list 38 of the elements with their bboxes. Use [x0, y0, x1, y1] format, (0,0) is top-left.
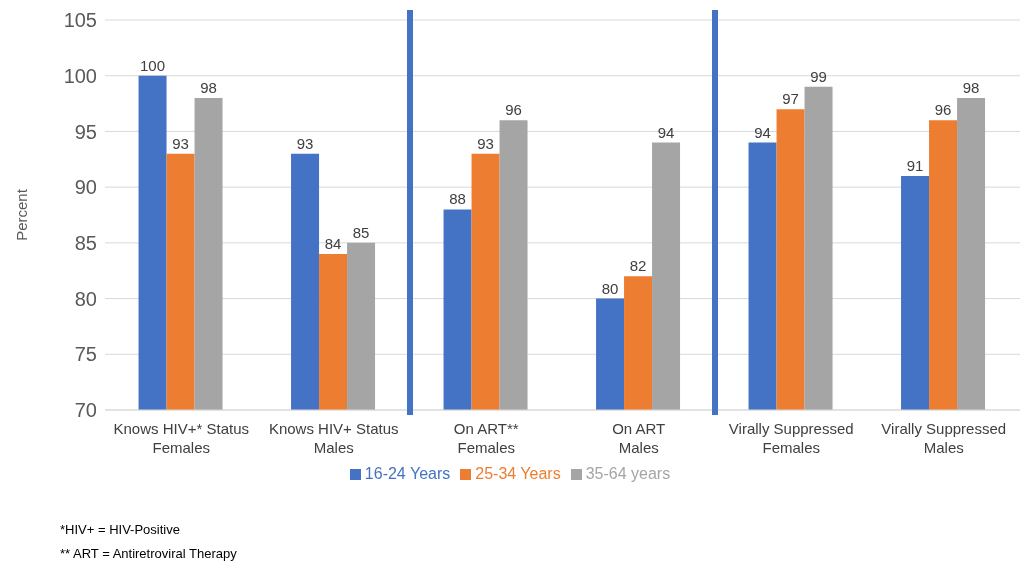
legend-label: 35-64 years: [585, 465, 671, 482]
text: *HIV+ = HIV-Positive: [60, 521, 181, 539]
y-tick-label: 90: [74, 176, 97, 199]
data-label: 97: [782, 90, 799, 108]
data-label: 91: [906, 157, 924, 174]
y-tick-label: 75: [74, 343, 97, 366]
data-label: 93: [296, 134, 314, 152]
text: ** ART = Antiretroviral Therapy: [60, 545, 237, 563]
data-label: 96: [934, 101, 952, 119]
x-tick-label: Virally Suppressed Females: [728, 420, 854, 456]
data-label: 93: [477, 134, 494, 152]
y-tick-label: 105: [63, 9, 97, 32]
y-tick-label: 80: [74, 287, 97, 310]
y-tick-label: 70: [74, 399, 97, 422]
x-tick-label: On ART Males: [612, 420, 666, 456]
data-label: 94: [657, 123, 675, 141]
data-label: 94: [754, 123, 771, 141]
x-tick-label: Knows HIV+ Status Males: [268, 420, 399, 456]
y-tick-label: 100: [63, 64, 97, 87]
x-tick-label: On ART** Females: [453, 420, 519, 456]
data-label: 96: [505, 101, 522, 119]
data-label: 88: [449, 190, 466, 208]
y-axis-title: Percent: [13, 188, 31, 241]
x-tick-label: Knows HIV+* Status Females: [113, 420, 249, 456]
data-label: 100: [140, 56, 166, 74]
data-label: 82: [629, 257, 647, 275]
y-tick-label: 95: [74, 120, 97, 143]
legend-label: 16-24 Years: [364, 465, 451, 482]
x-tick-label: Virally Suppressed Males: [881, 420, 1007, 456]
data-label: 80: [601, 279, 619, 297]
data-label: 84: [324, 235, 342, 252]
data-label: 85: [352, 223, 370, 241]
data-label: 98: [200, 79, 217, 96]
data-label: 93: [172, 134, 189, 152]
legend-label: 25-34 Years: [475, 465, 561, 482]
data-label: 98: [962, 79, 980, 96]
data-label: 99: [810, 67, 827, 85]
y-tick-label: 85: [74, 231, 97, 254]
